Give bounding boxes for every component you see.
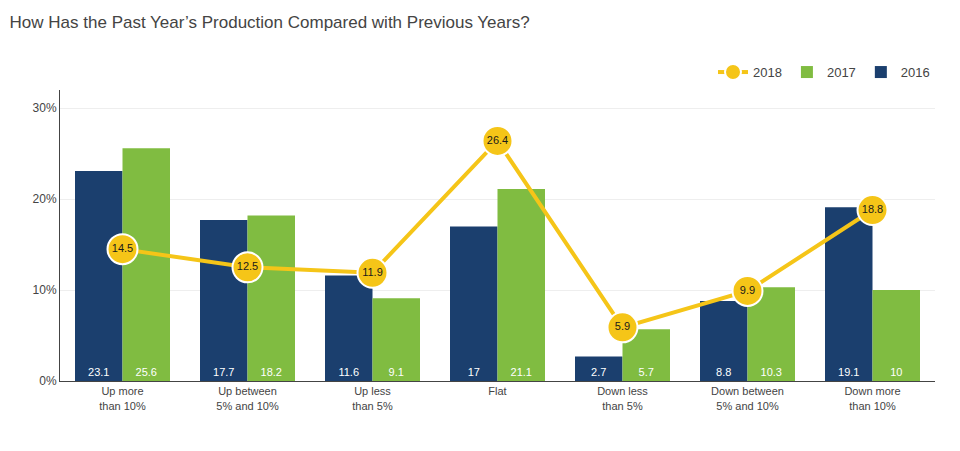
svg-text:5.7: 5.7 <box>639 366 654 378</box>
svg-text:Up morethan 10%: Up morethan 10% <box>99 385 146 411</box>
svg-text:8.8: 8.8 <box>716 366 731 378</box>
svg-text:Up between5% and 10%: Up between5% and 10% <box>216 385 279 411</box>
svg-text:12.5: 12.5 <box>237 260 258 272</box>
svg-text:23.1: 23.1 <box>88 366 109 378</box>
svg-text:20%: 20% <box>33 192 57 206</box>
svg-text:How Has the Past Year’s Produc: How Has the Past Year’s Production Compa… <box>10 13 530 32</box>
svg-text:17.7: 17.7 <box>213 366 234 378</box>
svg-text:26.4: 26.4 <box>487 134 508 146</box>
svg-text:9.9: 9.9 <box>740 284 755 296</box>
svg-text:14.5: 14.5 <box>112 242 133 254</box>
svg-text:10.3: 10.3 <box>761 366 782 378</box>
svg-text:18.8: 18.8 <box>862 203 883 215</box>
svg-text:Down morethan 10%: Down morethan 10% <box>844 385 900 411</box>
svg-text:0%: 0% <box>39 374 57 388</box>
svg-text:10%: 10% <box>33 283 57 297</box>
svg-text:Down lessthan 5%: Down lessthan 5% <box>597 385 648 411</box>
svg-text:10: 10 <box>890 366 902 378</box>
svg-text:11.6: 11.6 <box>338 366 359 378</box>
svg-text:19.1: 19.1 <box>838 366 859 378</box>
svg-text:2016: 2016 <box>901 65 930 80</box>
svg-text:2.7: 2.7 <box>591 366 606 378</box>
svg-text:25.6: 25.6 <box>136 366 157 378</box>
svg-text:21.1: 21.1 <box>511 366 532 378</box>
svg-text:17: 17 <box>468 366 480 378</box>
svg-text:2017: 2017 <box>827 65 856 80</box>
svg-text:9.1: 9.1 <box>389 366 404 378</box>
svg-text:Down between5% and 10%: Down between5% and 10% <box>711 385 784 411</box>
svg-text:5.9: 5.9 <box>615 320 630 332</box>
svg-text:30%: 30% <box>33 101 57 115</box>
svg-text:18.2: 18.2 <box>261 366 282 378</box>
svg-text:Flat: Flat <box>488 385 506 397</box>
svg-text:Up lessthan 5%: Up lessthan 5% <box>352 385 393 411</box>
svg-text:2018: 2018 <box>753 65 782 80</box>
svg-text:11.9: 11.9 <box>362 266 383 278</box>
